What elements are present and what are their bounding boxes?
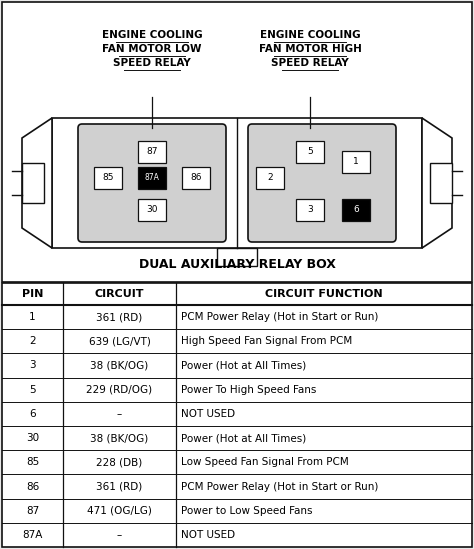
Text: High Speed Fan Signal From PCM: High Speed Fan Signal From PCM xyxy=(181,337,352,346)
Text: 229 (RD/OG): 229 (RD/OG) xyxy=(86,385,153,395)
Text: 361 (RD): 361 (RD) xyxy=(96,312,143,322)
Text: 85: 85 xyxy=(102,173,114,182)
Text: 1: 1 xyxy=(29,312,36,322)
Text: –: – xyxy=(117,409,122,419)
Text: NOT USED: NOT USED xyxy=(181,530,235,540)
Text: Low Speed Fan Signal From PCM: Low Speed Fan Signal From PCM xyxy=(181,457,349,467)
Polygon shape xyxy=(22,118,52,248)
Bar xyxy=(342,199,370,221)
Text: –: – xyxy=(117,530,122,540)
Bar xyxy=(52,118,422,248)
Text: 3: 3 xyxy=(307,205,313,215)
Bar xyxy=(256,167,284,189)
Text: Power (Hot at All Times): Power (Hot at All Times) xyxy=(181,361,306,371)
Text: PCM Power Relay (Hot in Start or Run): PCM Power Relay (Hot in Start or Run) xyxy=(181,312,378,322)
Bar xyxy=(22,163,44,203)
Bar xyxy=(94,167,122,189)
Bar xyxy=(430,163,452,203)
Text: 361 (RD): 361 (RD) xyxy=(96,481,143,491)
Text: 228 (DB): 228 (DB) xyxy=(96,457,143,467)
Text: 5: 5 xyxy=(307,148,313,156)
Text: ENGINE COOLING: ENGINE COOLING xyxy=(102,30,202,40)
Text: CIRCUIT FUNCTION: CIRCUIT FUNCTION xyxy=(265,289,383,299)
Text: 38 (BK/OG): 38 (BK/OG) xyxy=(91,361,149,371)
Text: Power (Hot at All Times): Power (Hot at All Times) xyxy=(181,433,306,443)
Bar xyxy=(2,283,472,547)
Bar xyxy=(138,199,166,221)
Text: CIRCUIT: CIRCUIT xyxy=(95,289,144,299)
Bar xyxy=(342,151,370,173)
FancyBboxPatch shape xyxy=(248,124,396,242)
Text: ENGINE COOLING: ENGINE COOLING xyxy=(260,30,360,40)
Polygon shape xyxy=(422,118,452,248)
Text: 85: 85 xyxy=(26,457,39,467)
Text: DUAL AUXILIARY RELAY BOX: DUAL AUXILIARY RELAY BOX xyxy=(138,259,336,272)
Text: PIN: PIN xyxy=(22,289,43,299)
Text: 5: 5 xyxy=(29,385,36,395)
Text: 2: 2 xyxy=(267,173,273,182)
Text: FAN MOTOR LOW: FAN MOTOR LOW xyxy=(102,44,202,54)
Text: 86: 86 xyxy=(26,481,39,491)
Bar xyxy=(138,167,166,189)
FancyBboxPatch shape xyxy=(78,124,226,242)
Text: 6: 6 xyxy=(29,409,36,419)
Text: FAN MOTOR HIGH: FAN MOTOR HIGH xyxy=(258,44,362,54)
Text: 639 (LG/VT): 639 (LG/VT) xyxy=(89,337,150,346)
Text: 38 (BK/OG): 38 (BK/OG) xyxy=(91,433,149,443)
Bar xyxy=(138,141,166,163)
Text: PCM Power Relay (Hot in Start or Run): PCM Power Relay (Hot in Start or Run) xyxy=(181,481,378,491)
Text: 87A: 87A xyxy=(145,173,159,182)
Bar xyxy=(2,2,472,282)
Text: 6: 6 xyxy=(353,205,359,215)
Text: 87: 87 xyxy=(26,506,39,516)
Bar xyxy=(182,167,210,189)
Text: 2: 2 xyxy=(29,337,36,346)
Bar xyxy=(296,199,324,221)
Text: 30: 30 xyxy=(146,205,158,215)
Text: Power to Low Speed Fans: Power to Low Speed Fans xyxy=(181,506,312,516)
Text: 471 (OG/LG): 471 (OG/LG) xyxy=(87,506,152,516)
Text: SPEED RELAY: SPEED RELAY xyxy=(271,58,349,68)
Text: 1: 1 xyxy=(353,158,359,166)
Text: 87A: 87A xyxy=(22,530,43,540)
Text: 30: 30 xyxy=(26,433,39,443)
Text: SPEED RELAY: SPEED RELAY xyxy=(113,58,191,68)
Text: 87: 87 xyxy=(146,148,158,156)
Text: 86: 86 xyxy=(190,173,202,182)
Text: 3: 3 xyxy=(29,361,36,371)
Bar xyxy=(296,141,324,163)
Text: Power To High Speed Fans: Power To High Speed Fans xyxy=(181,385,316,395)
Bar xyxy=(217,248,257,266)
Text: NOT USED: NOT USED xyxy=(181,409,235,419)
